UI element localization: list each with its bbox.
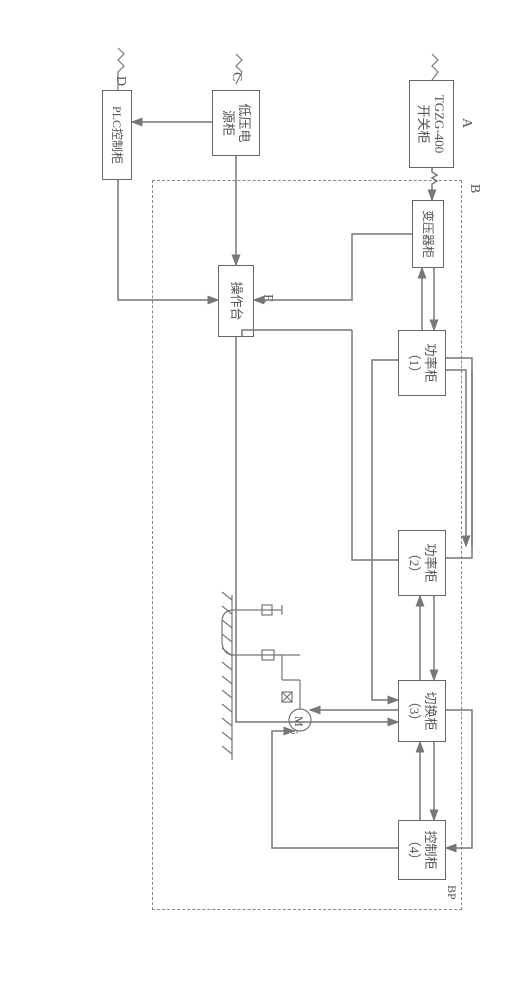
svg-text:5: 5 <box>289 730 299 735</box>
connectors: M 5 <box>0 0 532 1000</box>
svg-text:M: M <box>292 716 306 727</box>
diagram-stage: TGZG-400 开关柜 变压器柜 功率柜 （1） 功率柜 （2） 切换柜 （3… <box>0 0 532 1000</box>
